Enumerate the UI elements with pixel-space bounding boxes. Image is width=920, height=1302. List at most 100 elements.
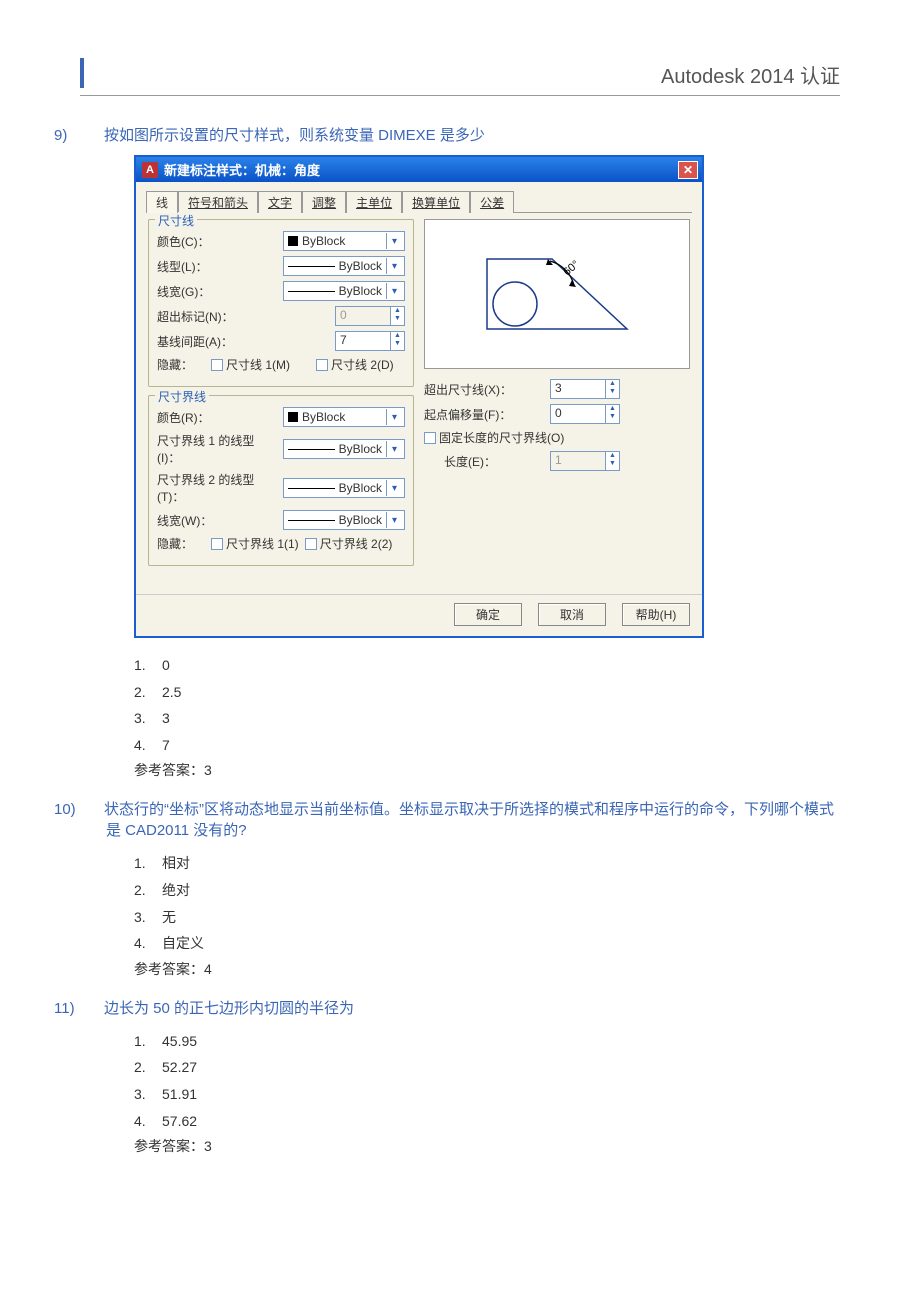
preview-pane: 60° xyxy=(424,219,690,369)
q11-title: 11)边长为 50 的正七边形内切圆的半径为 xyxy=(106,997,840,1018)
dimline-group: 尺寸线 颜色(C)： ByBlock ▾ 线型(L)： ByBl xyxy=(148,219,414,387)
spinner-buttons[interactable]: ▲▼ xyxy=(605,380,619,398)
opt-num: 4. xyxy=(134,732,162,759)
color-swatch xyxy=(288,412,298,422)
opt-num: 2. xyxy=(134,877,162,904)
chevron-down-icon: ▾ xyxy=(386,480,402,496)
header-accent-bar xyxy=(80,58,84,88)
spinner-buttons[interactable]: ▲▼ xyxy=(605,405,619,423)
chk-dimline1-label: 尺寸线 1(M) xyxy=(226,356,290,373)
extline-group: 尺寸界线 颜色(R)： ByBlock ▾ 尺寸界线 1 的线型(I)： xyxy=(148,395,414,566)
spinner-baseline[interactable]: 7 ▲▼ xyxy=(335,331,405,351)
tab-alt[interactable]: 换算单位 xyxy=(402,191,470,213)
chevron-down-icon: ▾ xyxy=(386,283,402,299)
lbl-ext2-type: 尺寸界线 2 的线型(T)： xyxy=(157,471,277,505)
combo-ext1-type[interactable]: ByBlock ▾ xyxy=(283,439,405,459)
q11-opt3: 51.91 xyxy=(162,1081,197,1108)
answer-label: 参考答案： xyxy=(134,762,204,778)
opt-num: 2. xyxy=(134,1054,162,1081)
q9-opt2: 2.5 xyxy=(162,679,181,706)
preview-svg: 60° xyxy=(457,234,657,354)
opt-num: 2. xyxy=(134,679,162,706)
chk-fixed-length[interactable]: 固定长度的尺寸界线(O) xyxy=(424,429,564,446)
combo-color-c-value: ByBlock xyxy=(302,234,382,248)
tab-symbols[interactable]: 符号和箭头 xyxy=(178,191,258,213)
q10-opt1: 相对 xyxy=(162,850,190,877)
color-swatch xyxy=(288,236,298,246)
q11-answer-value: 3 xyxy=(204,1138,212,1154)
spinner-buttons[interactable]: ▲▼ xyxy=(390,307,404,325)
combo-ext1-value: ByBlock xyxy=(339,442,382,456)
spinner-length[interactable]: 1 ▲▼ xyxy=(550,451,620,471)
q9-title: 9)按如图所示设置的尺寸样式，则系统变量 DIMEXE 是多少 xyxy=(106,124,840,145)
q11-opt4: 57.62 xyxy=(162,1108,197,1135)
spinner-ext-beyond[interactable]: 3 ▲▼ xyxy=(550,379,620,399)
dialog-body: 尺寸线 颜色(C)： ByBlock ▾ 线型(L)： ByBl xyxy=(146,212,692,594)
q9-text: 按如图所示设置的尺寸样式，则系统变量 DIMEXE 是多少 xyxy=(104,127,485,144)
chk-extline2-label: 尺寸界线 2(2) xyxy=(320,535,393,552)
lbl-lineweight-g: 线宽(G)： xyxy=(157,283,277,300)
combo-ext2-type[interactable]: ByBlock ▾ xyxy=(283,478,405,498)
chk-dimline2[interactable]: 尺寸线 2(D) xyxy=(316,356,394,373)
combo-color-r[interactable]: ByBlock ▾ xyxy=(283,407,405,427)
help-button[interactable]: 帮助(H) xyxy=(622,603,690,626)
q10-title: 10)状态行的“坐标”区将动态地显示当前坐标值。坐标显示取决于所选择的模式和程序… xyxy=(106,798,840,840)
opt-num: 4. xyxy=(134,1108,162,1135)
q10-answer: 参考答案：4 xyxy=(134,959,840,979)
combo-linetype-l-value: ByBlock xyxy=(339,259,382,273)
close-button[interactable]: ✕ xyxy=(678,161,698,179)
tab-primary[interactable]: 主单位 xyxy=(346,191,402,213)
spinner-offset-origin[interactable]: 0 ▲▼ xyxy=(550,404,620,424)
q9-number: 9) xyxy=(80,127,104,144)
chk-extline2[interactable]: 尺寸界线 2(2) xyxy=(305,535,393,552)
combo-color-c[interactable]: ByBlock ▾ xyxy=(283,231,405,251)
q9-opt4: 7 xyxy=(162,732,170,759)
header-title: Autodesk 2014 认证 xyxy=(661,66,840,88)
spinner-extend-mark[interactable]: 0 ▲▼ xyxy=(335,306,405,326)
dialog-title: 新建标注样式：机械：角度 xyxy=(164,160,320,179)
extline-right-fields: 超出尺寸线(X)： 3 ▲▼ 起点偏移量(F)： 0 ▲▼ xyxy=(424,379,690,471)
line-sample xyxy=(288,520,335,521)
tab-text[interactable]: 文字 xyxy=(258,191,302,213)
q9-answer: 参考答案：3 xyxy=(134,760,840,780)
tab-strip: 线 符号和箭头 文字 调整 主单位 换算单位 公差 xyxy=(136,182,702,212)
lbl-extend-n: 超出标记(N)： xyxy=(157,308,277,325)
spinner-buttons[interactable]: ▲▼ xyxy=(605,452,619,470)
lbl-hide-2: 隐藏： xyxy=(157,535,205,552)
chevron-down-icon: ▾ xyxy=(386,409,402,425)
spinner-baseline-value: 7 xyxy=(336,332,390,350)
spinner-length-value: 1 xyxy=(551,452,605,470)
spinner-buttons[interactable]: ▲▼ xyxy=(390,332,404,350)
tab-line[interactable]: 线 xyxy=(146,191,178,213)
combo-color-r-value: ByBlock xyxy=(302,410,382,424)
chk-dimline1[interactable]: 尺寸线 1(M) xyxy=(211,356,290,373)
cancel-button[interactable]: 取消 xyxy=(538,603,606,626)
dimstyle-dialog: A 新建标注样式：机械：角度 ✕ 线 符号和箭头 文字 调整 主单位 换算单位 … xyxy=(134,155,704,638)
lbl-color-c: 颜色(C)： xyxy=(157,233,277,250)
q9-opt3: 3 xyxy=(162,705,170,732)
chk-extline1[interactable]: 尺寸界线 1(1) xyxy=(211,535,299,552)
tab-tol[interactable]: 公差 xyxy=(470,191,514,213)
lbl-color-r: 颜色(R)： xyxy=(157,409,277,426)
chk-extline1-label: 尺寸界线 1(1) xyxy=(226,535,299,552)
page-header: Autodesk 2014 认证 xyxy=(80,60,840,96)
q10-options: 1.相对 2.绝对 3.无 4.自定义 xyxy=(134,850,840,956)
q9-answer-value: 3 xyxy=(204,762,212,778)
q10-opt3: 无 xyxy=(162,904,176,931)
combo-lineweight-w[interactable]: ByBlock ▾ xyxy=(283,510,405,530)
ok-button[interactable]: 确定 xyxy=(454,603,522,626)
line-sample xyxy=(288,449,335,450)
chevron-down-icon: ▾ xyxy=(386,233,402,249)
combo-lineweight-g-value: ByBlock xyxy=(339,284,382,298)
lbl-offset-origin: 起点偏移量(F)： xyxy=(424,406,544,423)
combo-linetype-l[interactable]: ByBlock ▾ xyxy=(283,256,405,276)
tab-fit[interactable]: 调整 xyxy=(302,191,346,213)
q9-opt1: 0 xyxy=(162,652,170,679)
combo-ext2-value: ByBlock xyxy=(339,481,382,495)
opt-num: 3. xyxy=(134,705,162,732)
combo-lineweight-g[interactable]: ByBlock ▾ xyxy=(283,281,405,301)
answer-label: 参考答案： xyxy=(134,1138,204,1154)
spinner-offset-value: 0 xyxy=(551,405,605,423)
extline-legend: 尺寸界线 xyxy=(155,388,209,405)
q11-options: 1.45.95 2.52.27 3.51.91 4.57.62 xyxy=(134,1028,840,1134)
